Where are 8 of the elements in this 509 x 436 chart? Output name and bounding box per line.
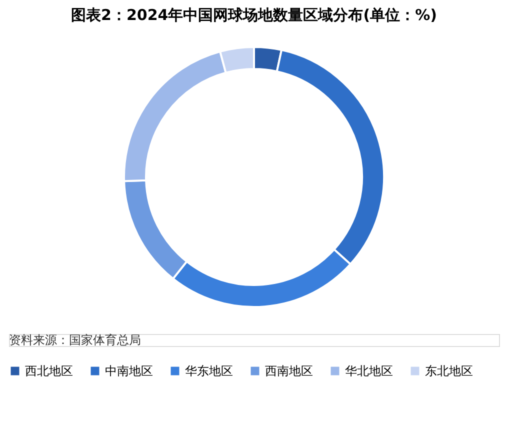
legend-label: 华东地区 (185, 364, 233, 378)
legend-label: 华北地区 (345, 364, 393, 378)
legend-label: 西南地区 (265, 364, 313, 378)
chart-title: 图表2：2024年中国网球场地数量区域分布(单位：%) (71, 6, 437, 24)
legend-label: 中南地区 (105, 364, 153, 378)
legend-label: 东北地区 (425, 364, 473, 378)
legend-label: 西北地区 (25, 364, 73, 378)
text: 资料来源：国家体育总局 (9, 333, 141, 347)
